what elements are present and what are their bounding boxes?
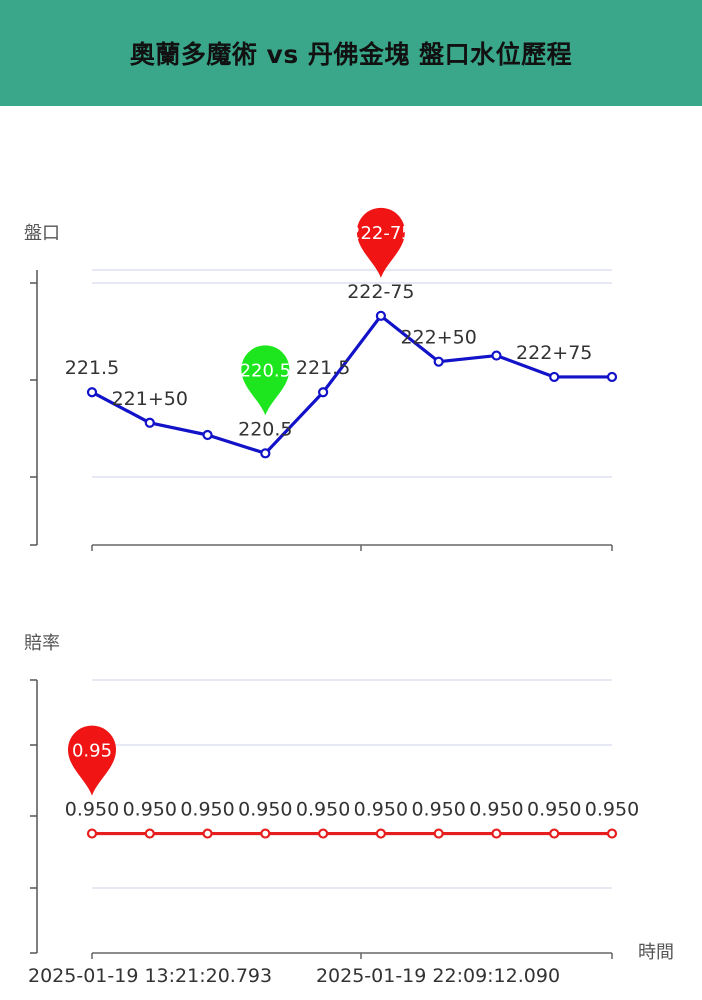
max-marker-label: 222-75: [349, 223, 413, 244]
data-point: [375, 828, 386, 839]
data-label: 0.950: [585, 799, 639, 821]
data-label: 0.950: [354, 799, 408, 821]
odds-panel: 賠率0.950 0.950 0.950 0.950 0.950 0.950 0.950 0.9…: [24, 633, 674, 987]
data-label: 0.950: [296, 799, 350, 821]
data-label: 0.950: [65, 799, 119, 821]
data-label: 0.950: [123, 799, 177, 821]
data-point: [433, 828, 444, 839]
data-point: [491, 350, 502, 361]
data-label: 0.950: [180, 799, 234, 821]
data-point: [433, 356, 444, 367]
data-point: [260, 448, 271, 459]
x-tick-label: 2025-01-19 22:09:12.090: [316, 965, 560, 987]
y-axis-label: 盤口: [24, 223, 60, 244]
x-tick-label: 2025-01-19 13:21:20.793: [28, 965, 272, 987]
max-marker-pin: [68, 725, 116, 796]
y-axis-label: 賠率: [24, 633, 60, 654]
data-point: [606, 371, 618, 383]
max-marker-label: 0.95: [72, 741, 112, 762]
data-point: [86, 387, 98, 398]
data-label: 0.950: [411, 799, 465, 821]
data-label: 221.5: [296, 357, 350, 379]
data-point: [318, 387, 329, 398]
data-label: 222+50: [400, 327, 476, 349]
data-label: 0.950: [469, 799, 523, 821]
data-point: [144, 828, 155, 839]
data-point: [144, 417, 155, 428]
series-line: [91, 314, 612, 455]
data-point: [606, 828, 618, 839]
data-label: 221.5: [65, 357, 119, 379]
data-label: 0.950: [527, 799, 581, 821]
handicap-panel: 盤口221.5221+50220.5221.5222-75222+50222+7…: [24, 207, 618, 551]
data-point: [549, 371, 560, 383]
data-point: [202, 828, 213, 839]
data-point: [491, 828, 502, 839]
min-marker-label: 220.5: [240, 360, 292, 381]
data-point: [318, 828, 329, 839]
min-marker-pin: [241, 345, 290, 416]
data-label: 222-75: [347, 281, 414, 303]
page-title: 奧蘭多魔術 vs 丹佛金塊 盤口水位歷程: [129, 40, 573, 69]
header-bar: 奧蘭多魔術 vs 丹佛金塊 盤口水位歷程: [0, 0, 702, 106]
data-label: 222+75: [516, 342, 592, 364]
x-axis-label: 時間: [638, 942, 674, 963]
data-label: 0.950: [238, 799, 292, 821]
max-marker-pin: [356, 207, 405, 278]
data-label: 220.5: [238, 418, 292, 440]
data-point: [260, 828, 271, 839]
data-point: [549, 828, 560, 839]
data-point: [202, 429, 213, 441]
data-point: [375, 310, 386, 321]
data-label: 221+50: [112, 388, 188, 410]
data-point: [86, 828, 98, 839]
